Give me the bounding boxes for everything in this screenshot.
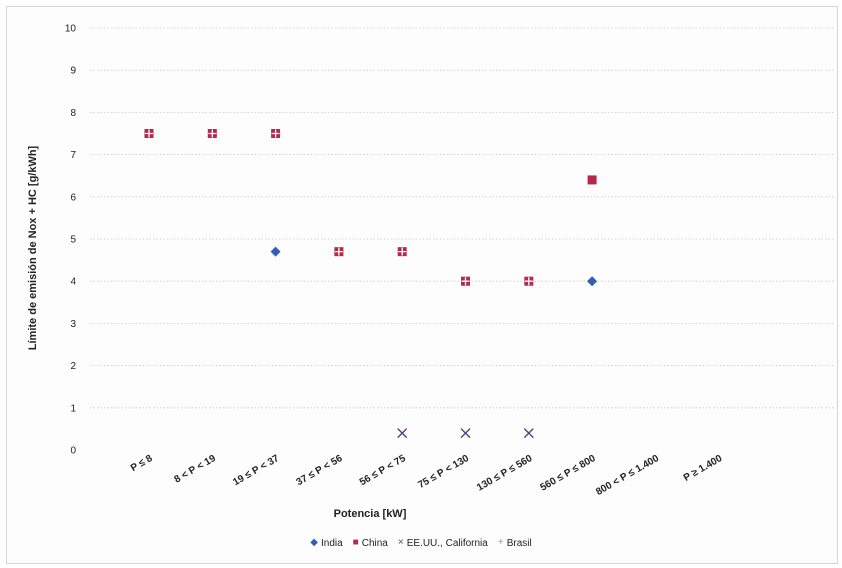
x-tick-label: P ≥ 1.400: [682, 453, 725, 484]
y-axis-label: Límite de emisión de Nox + HC [g/kWh]: [27, 145, 39, 350]
data-point-china: [587, 175, 597, 185]
x-tick-label: 75 ≤ P < 130: [416, 453, 471, 491]
y-tick-label: 4: [70, 277, 76, 288]
x-tick-label: 56 ≤ P < 75: [358, 453, 408, 488]
x-tick-label: P ≤ 8: [129, 453, 155, 474]
data-point-brasil: [208, 129, 217, 138]
y-tick-label: 2: [70, 361, 76, 372]
y-tick-label: 6: [70, 192, 76, 203]
legend-item-brasil: + Brasil: [498, 538, 532, 549]
legend-label: India: [320, 537, 343, 549]
y-tick-label: 1: [70, 403, 76, 414]
legend-label: China: [361, 537, 388, 549]
x-tick-label: 130 ≤ P ≤ 560: [475, 453, 535, 494]
legend-item-india: ◆ India: [310, 538, 342, 549]
y-axis-ticks: 0 1 2 3 4 5 6 7 8 9 10: [65, 24, 77, 457]
x-tick-label: 560 ≤ P ≤ 800: [538, 453, 598, 494]
data-point-india: [587, 276, 598, 287]
square-icon: ■: [352, 537, 359, 548]
y-tick-label: 9: [70, 66, 76, 77]
y-tick-label: 0: [70, 446, 76, 457]
y-tick-label: 8: [70, 108, 76, 119]
legend-label: Brasil: [506, 537, 532, 549]
y-tick-label: 5: [70, 235, 76, 246]
y-tick-label: 7: [70, 150, 76, 161]
data-point-india: [270, 246, 281, 257]
x-tick-label: 19 ≤ P < 37: [231, 453, 281, 488]
data-point-brasil: [145, 129, 153, 138]
x-icon: ×: [397, 537, 404, 548]
y-tick-label: 10: [65, 24, 77, 35]
chart-frame: [6, 6, 838, 564]
plus-icon: +: [497, 537, 504, 548]
legend-label: EE.UU., California: [406, 537, 488, 549]
data-point-ee-uu-california: [523, 428, 534, 439]
data-point-brasil: [398, 247, 407, 256]
y-tick-label: 3: [70, 319, 76, 330]
x-tick-label: 800 < P ≤ 1.400: [594, 453, 661, 498]
data-point-ee-uu-california: [460, 428, 471, 439]
data-point-brasil: [461, 277, 470, 286]
x-axis-label: Potencia [kW]: [334, 508, 407, 520]
diamond-icon: ◆: [310, 537, 318, 548]
data-point-brasil: [334, 247, 343, 256]
x-tick-label: 8 < P < 19: [172, 453, 218, 486]
data-point-brasil: [524, 277, 533, 286]
legend-item-china: ■ China: [353, 538, 388, 549]
legend-item-ee-uu-california: × EE.UU., California: [398, 538, 488, 549]
gridlines: [90, 27, 834, 409]
data-points: [144, 129, 598, 439]
data-point-ee-uu-california: [397, 428, 408, 439]
data-point-brasil: [271, 129, 280, 138]
legend: ◆ India ■ China × EE.UU., California + Brasil: [0, 537, 842, 549]
x-tick-label: 37 ≤ P < 56: [295, 453, 345, 488]
x-axis-ticks: P ≤ 8 8 < P < 19 19 ≤ P < 37 37 ≤ P < 56 56 …: [129, 453, 725, 498]
